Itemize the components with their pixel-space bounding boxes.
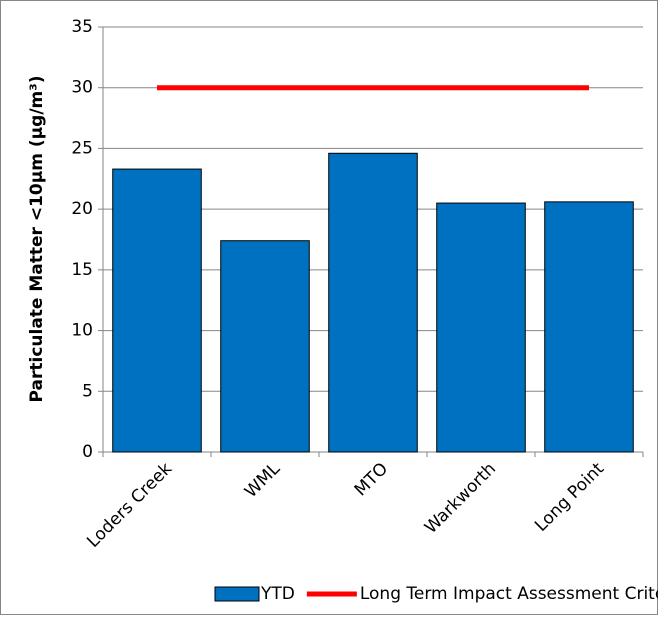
- legend-label: Long Term Impact Assessment Criteria: [360, 584, 658, 604]
- bar: [220, 240, 310, 453]
- y-tick-label: 0: [82, 442, 93, 462]
- bar: [436, 202, 526, 453]
- y-tick-label: 30: [71, 78, 93, 98]
- bar: [328, 152, 418, 453]
- y-tick-label: 35: [71, 17, 93, 37]
- y-tick-label: 20: [71, 199, 93, 219]
- bar: [544, 201, 634, 453]
- y-tick-label: 5: [82, 381, 93, 401]
- y-tick-label: 15: [71, 260, 93, 280]
- y-axis-label: Particulate Matter <10µm (µg/m³): [27, 76, 47, 403]
- y-tick-label: 10: [71, 321, 93, 341]
- y-tick-label: 25: [71, 138, 93, 158]
- legend-swatch: [214, 586, 260, 602]
- legend-label: YTD: [260, 584, 295, 604]
- bar: [112, 168, 202, 453]
